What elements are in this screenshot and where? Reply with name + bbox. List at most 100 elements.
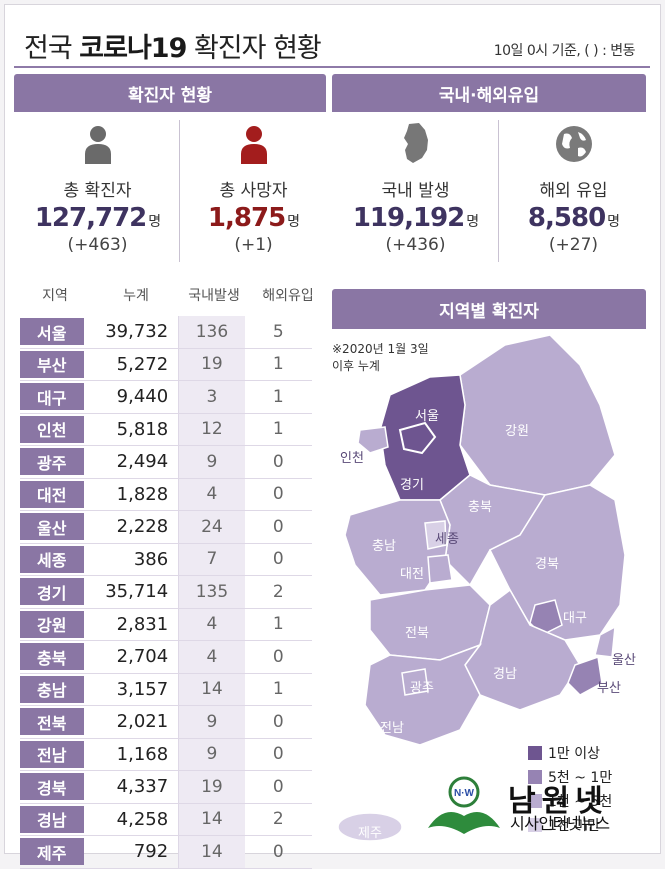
- title-divider: [14, 66, 650, 68]
- map-label-gwangju: 광주: [410, 681, 434, 696]
- region-jeonnam: [364, 643, 483, 746]
- total-cell: 2,494: [84, 446, 180, 478]
- legend-item: 1천 미만: [528, 813, 612, 837]
- table-row: 울산 2,228 24 0: [20, 511, 312, 544]
- stat-value: 119,192 명: [352, 203, 479, 233]
- domestic-cell: 9: [179, 706, 245, 738]
- table-row: 강원 2,831 4 1: [20, 608, 312, 641]
- stat-value: 127,772 명: [34, 203, 161, 233]
- region-cell: 광주: [20, 448, 84, 476]
- region-cell: 대구: [20, 383, 84, 411]
- domestic-cell: 19: [179, 771, 245, 803]
- stat-divider: [498, 120, 499, 262]
- legend-label: 1천 미만: [548, 818, 600, 834]
- import-cell: 0: [272, 646, 284, 667]
- total-cell: 5,272: [84, 348, 180, 380]
- legend-item: 1만 이상: [528, 741, 612, 765]
- table-row: 세종 386 7 0: [20, 543, 312, 576]
- total-cell: 792: [84, 836, 180, 868]
- table-row: 충남 3,157 14 1: [20, 673, 312, 706]
- person-icon: [84, 126, 111, 164]
- domestic-cell: 135: [179, 576, 245, 608]
- total-cell: 35,714: [84, 576, 180, 608]
- column-header-region: 지역: [42, 288, 68, 304]
- map-label-sejong: 세종: [435, 532, 459, 547]
- import-cell: 0: [272, 841, 284, 862]
- domestic-cell: 12: [179, 413, 245, 445]
- table-row: 서울 39,732 136 5: [20, 316, 312, 349]
- section-header-status: 확진자 현황: [14, 74, 326, 112]
- domestic-cell: 19: [179, 348, 245, 380]
- legend-label: 1천 ~ 5천: [548, 794, 613, 810]
- legend-swatch: [528, 818, 542, 832]
- region-cell: 서울: [20, 318, 84, 346]
- brand-subtitle: 시사인터넷뉴스: [510, 814, 610, 833]
- stat-overseas: 해외 유입 8,580 명 (+27): [496, 120, 651, 255]
- map-label-gangwon: 강원: [505, 424, 529, 439]
- import-cell: 1: [272, 386, 284, 407]
- column-header-import: 해외유입: [262, 288, 314, 304]
- domestic-cell: 14: [179, 803, 245, 835]
- stat-total-confirmed: 총 확진자 127,772 명 (+463): [20, 120, 175, 255]
- map-label-busan: 부산: [597, 681, 621, 696]
- region-daegu: [529, 599, 563, 636]
- region-incheon: [357, 426, 389, 454]
- table-row: 광주 2,494 9 0: [20, 446, 312, 479]
- stat-change: (+436): [385, 235, 446, 255]
- region-cell: 부산: [20, 350, 84, 378]
- total-cell: 3,157: [84, 673, 180, 705]
- map-label-daegu: 대구: [563, 611, 587, 626]
- import-cell: 0: [272, 451, 284, 472]
- globe-icon: [555, 126, 592, 162]
- brand-name: 남원넷: [508, 784, 609, 819]
- column-header-total: 누계: [123, 288, 149, 304]
- domestic-cell: 9: [179, 738, 245, 770]
- map-label-gyeongbuk: 경북: [535, 557, 559, 572]
- region-cell: 전북: [20, 708, 84, 736]
- total-cell: 4,258: [84, 803, 180, 835]
- table-row: 경기 35,714 135 2: [20, 576, 312, 609]
- map-label-gyeonggi: 경기: [400, 478, 424, 493]
- basis-note: 10일 0시 기준, ( ) : 변동: [493, 43, 636, 59]
- column-header-domestic: 국내발생: [188, 288, 240, 304]
- region-cell: 경북: [20, 773, 84, 801]
- stat-change: (+463): [67, 235, 128, 255]
- total-cell: 39,732: [84, 316, 180, 348]
- section-header-domestic-overseas: 국내·해외유입: [332, 74, 646, 112]
- domestic-cell: 9: [179, 446, 245, 478]
- import-cell: 2: [272, 809, 284, 830]
- table-row: 제주 792 14 0: [20, 836, 312, 869]
- stat-label: 해외 유입: [539, 181, 608, 201]
- region-busan: [567, 655, 603, 696]
- region-gyeongbuk: [488, 484, 626, 641]
- map-label-jeju: 제주: [358, 826, 382, 841]
- table-row: 전남 1,168 9 0: [20, 738, 312, 771]
- domestic-cell: 4: [179, 641, 245, 673]
- region-seoul: [398, 421, 437, 455]
- map-label-daejeon: 대전: [400, 567, 424, 582]
- page-title: 전국 코로나19 확진자 현황: [24, 33, 322, 64]
- regional-table: 서울 39,732 136 5 부산 5,272 19 1 대구 9,440 3 1 인천 5,818 12…: [20, 316, 312, 869]
- total-cell: 1,168: [84, 738, 180, 770]
- region-cell: 대전: [20, 480, 84, 508]
- total-cell: 5,818: [84, 413, 180, 445]
- map-note: ※2020년 1월 3일 이후 누계: [332, 342, 429, 373]
- legend-label: 5천 ~ 1만: [548, 770, 613, 786]
- domestic-cell: 136: [179, 316, 245, 348]
- person-red-icon: [240, 126, 267, 164]
- legend-item: 5천 ~ 1만: [528, 765, 612, 789]
- domestic-cell: 3: [179, 381, 245, 413]
- domestic-cell: 4: [179, 478, 245, 510]
- import-cell: 1: [272, 614, 284, 635]
- total-cell: 9,440: [84, 381, 180, 413]
- stat-change: (+27): [548, 235, 599, 255]
- stat-label: 국내 발생: [381, 181, 450, 201]
- map-legend: 1만 이상 5천 ~ 1만 1천 ~ 5천 1천 미만: [528, 741, 612, 837]
- stat-domestic: 국내 발생 119,192 명 (+436): [338, 120, 493, 255]
- svg-text:N·W: N·W: [454, 788, 475, 799]
- domestic-cell: 4: [179, 608, 245, 640]
- import-cell: 0: [272, 484, 284, 505]
- total-cell: 1,828: [84, 478, 180, 510]
- stat-change: (+1): [234, 235, 273, 255]
- region-gangwon: [459, 335, 616, 496]
